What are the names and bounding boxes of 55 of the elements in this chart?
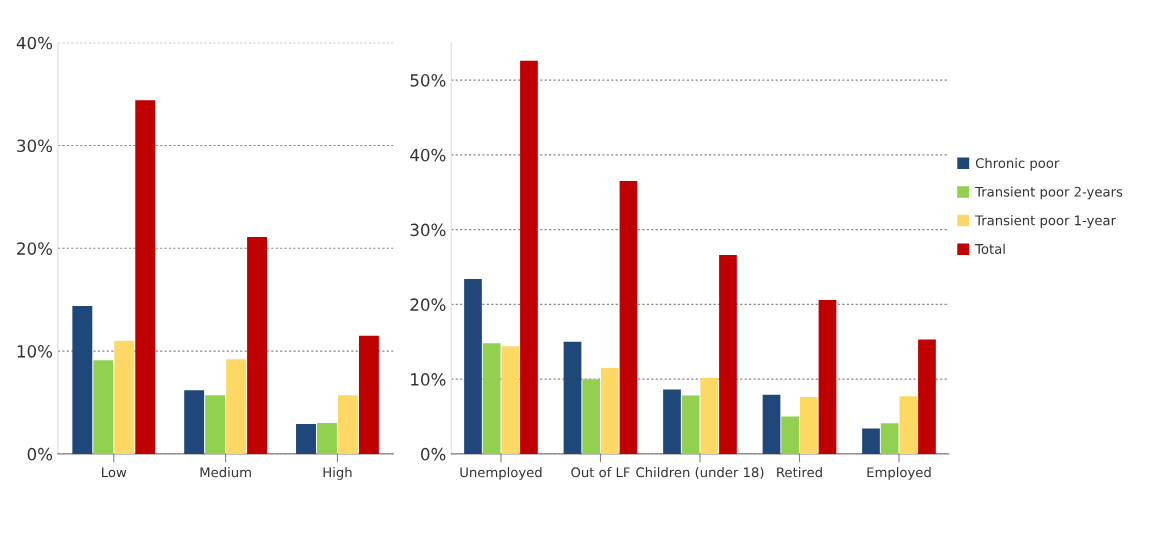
bar — [135, 100, 156, 454]
legend-label: Chronic poor — [975, 157, 1060, 171]
bar — [520, 60, 538, 454]
y-tick-label: 20% — [410, 298, 446, 311]
bar — [226, 359, 247, 454]
bar — [762, 394, 781, 454]
bar — [818, 299, 837, 454]
x-tick-label: Retired — [777, 467, 822, 478]
bar — [317, 423, 337, 454]
bar — [247, 237, 268, 454]
bar — [862, 428, 880, 454]
y-tick-label: 30% — [17, 139, 53, 153]
y-tick-label: 0% — [27, 447, 53, 461]
bar — [600, 367, 619, 454]
x-tick-label: Unemployed — [460, 467, 542, 480]
bar — [464, 278, 482, 454]
y-tick-label: 40% — [16, 36, 53, 50]
bar — [663, 389, 681, 454]
x-tick-label: Low — [102, 467, 127, 478]
y-tick-label: 0% — [421, 447, 446, 461]
x-tick-label: Children (under 18) — [636, 467, 764, 479]
bar — [501, 346, 520, 454]
bar — [337, 395, 358, 454]
bar — [114, 340, 135, 454]
bar — [184, 390, 205, 454]
bar — [205, 395, 226, 454]
bar — [582, 379, 601, 454]
bar — [880, 423, 899, 454]
y-tick-label: 10% — [411, 373, 446, 386]
bar — [700, 377, 719, 454]
bar — [482, 343, 501, 454]
x-tick-label: Employed — [867, 467, 931, 480]
bar — [296, 424, 316, 454]
bar — [358, 335, 379, 454]
bar — [72, 305, 93, 454]
y-tick-label: 30% — [410, 223, 446, 237]
bar — [799, 397, 818, 454]
y-tick-label: 10% — [17, 345, 53, 358]
x-tick-label: High — [323, 467, 352, 480]
bar — [719, 255, 737, 454]
bar — [899, 396, 918, 454]
y-tick-label: 40% — [410, 148, 446, 162]
bar — [563, 341, 582, 454]
bar — [918, 339, 936, 454]
bar — [781, 416, 800, 454]
x-tick-label: Medium — [200, 467, 251, 478]
legend-label: Total — [975, 243, 1005, 254]
legend-label: Transient poor 1-year — [975, 215, 1116, 228]
y-tick-label: 50% — [410, 74, 446, 87]
legend-label: Transient poor 2-years — [975, 186, 1123, 200]
bar — [93, 360, 114, 454]
y-tick-label: 20% — [17, 242, 53, 255]
x-tick-label: Out of LF — [571, 467, 630, 478]
bar — [619, 181, 638, 454]
bar — [681, 395, 700, 454]
